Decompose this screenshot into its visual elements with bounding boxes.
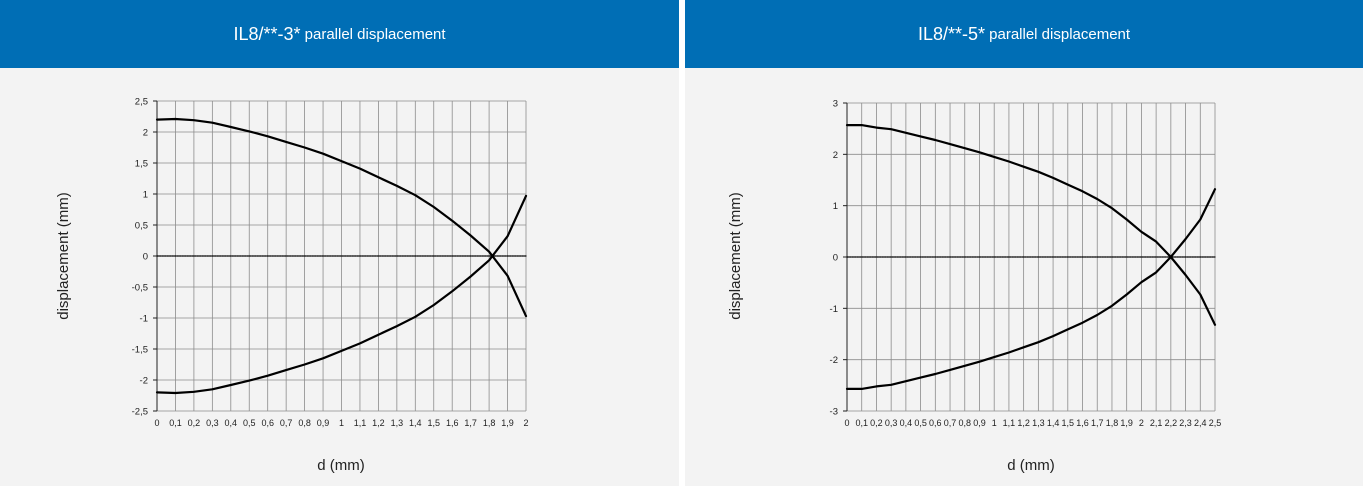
x-tick-label: 2,1 bbox=[1150, 418, 1163, 428]
x-tick-label: 2,4 bbox=[1194, 418, 1207, 428]
y-tick-label: 2,5 bbox=[135, 97, 148, 108]
y-tick-label: -1,5 bbox=[132, 345, 148, 356]
y-tick-label: -3 bbox=[830, 407, 838, 418]
y-tick-label: 0 bbox=[143, 252, 148, 263]
x-tick-label: 1,6 bbox=[446, 418, 459, 428]
x-tick-label: 1,3 bbox=[1032, 418, 1045, 428]
x-tick-label: 0,8 bbox=[959, 418, 972, 428]
displacement-curve-2 bbox=[845, 188, 1217, 390]
x-tick-label: 2,5 bbox=[1209, 418, 1222, 428]
displacement-curve-1 bbox=[155, 117, 528, 318]
x-tick-label: 1,5 bbox=[427, 418, 440, 428]
y-tick-label: -1 bbox=[140, 314, 148, 325]
panel-title-main: IL8/**-5* bbox=[917, 23, 985, 44]
x-tick-label: 0 bbox=[154, 418, 159, 428]
x-tick-label: 0,1 bbox=[169, 418, 182, 428]
chart-panel-left: IL8/**-3* parallel displacement 0 0,1 0,2 0… bbox=[0, 0, 679, 486]
displacement-curve-1 bbox=[845, 123, 1217, 326]
x-tick-label: 1,4 bbox=[409, 418, 422, 428]
x-tick-label: 1,8 bbox=[1106, 418, 1119, 428]
y-tick-label: 1 bbox=[143, 190, 148, 201]
chart-panel-right: IL8/**-5* parallel displacement 0 0,1 0,2 0… bbox=[685, 0, 1363, 486]
x-tick-label: 0,4 bbox=[225, 418, 238, 428]
y-tick-label: -0,5 bbox=[132, 283, 148, 294]
x-tick-label: 1,1 bbox=[1003, 418, 1016, 428]
x-tick-label: 0,3 bbox=[885, 418, 898, 428]
panel-header-right: IL8/**-5* parallel displacement bbox=[685, 0, 1363, 68]
x-tick-label: 0,6 bbox=[929, 418, 942, 428]
x-tick-label: 0,3 bbox=[206, 418, 219, 428]
panel-header-left: IL8/**-3* parallel displacement bbox=[0, 0, 679, 68]
x-tick-label: 1,9 bbox=[1120, 418, 1133, 428]
x-tick-label: 2,3 bbox=[1179, 418, 1192, 428]
displacement-chart-left: 0 0,1 0,2 0,3 0,4 0,5 0,6 0,7 0,8 0,9 1 1,1 1,2 1,3 1,… bbox=[55, 97, 529, 475]
x-tick-label: 1,5 bbox=[1062, 418, 1075, 428]
x-tick-label: 0,2 bbox=[188, 418, 201, 428]
y-tick-label: -2 bbox=[830, 355, 838, 366]
y-tick-label: -1 bbox=[830, 304, 838, 315]
x-tick-label: 1,7 bbox=[1091, 418, 1104, 428]
x-tick-label: 0,9 bbox=[317, 418, 330, 428]
x-tick-label: 1 bbox=[339, 418, 344, 428]
y-tick-label: 3 bbox=[833, 99, 838, 110]
x-tick-label: 0,4 bbox=[900, 418, 913, 428]
y-axis-title: displacement (mm) bbox=[55, 192, 72, 320]
y-tick-label: 2 bbox=[143, 128, 148, 139]
x-tick-label: 0,1 bbox=[855, 418, 868, 428]
panel-title-sub: parallel displacement bbox=[300, 25, 446, 43]
x-tick-label: 1,2 bbox=[1017, 418, 1030, 428]
x-tick-label: 1,6 bbox=[1076, 418, 1089, 428]
x-tick-label: 2 bbox=[1139, 418, 1144, 428]
panel-title-sub: parallel displacement bbox=[984, 25, 1131, 43]
x-tick-label: 2,2 bbox=[1165, 418, 1178, 428]
x-tick-label: 0,6 bbox=[261, 418, 274, 428]
displacement-curve-2 bbox=[155, 194, 528, 395]
y-tick-label: 1 bbox=[833, 201, 838, 212]
x-axis-title: d (mm) bbox=[1007, 457, 1055, 474]
x-tick-label: 0,8 bbox=[298, 418, 311, 428]
x-tick-label: 0 bbox=[844, 418, 849, 428]
y-tick-label: 0,5 bbox=[135, 221, 148, 232]
y-axis-title: displacement (mm) bbox=[727, 192, 744, 320]
x-tick-label: 0,5 bbox=[243, 418, 256, 428]
x-tick-label: 1,2 bbox=[372, 418, 385, 428]
x-tick-label: 2 bbox=[523, 418, 528, 428]
x-tick-label: 1,7 bbox=[464, 418, 477, 428]
x-tick-label: 1,8 bbox=[483, 418, 496, 428]
x-tick-label: 1 bbox=[992, 418, 997, 428]
x-tick-label: 1,3 bbox=[391, 418, 404, 428]
x-tick-label: 0,9 bbox=[973, 418, 986, 428]
x-tick-label: 1,1 bbox=[354, 418, 367, 428]
x-tick-label: 1,4 bbox=[1047, 418, 1060, 428]
displacement-chart-right: 0 0,1 0,2 0,3 0,4 0,5 0,6 0,7 0,8 0,9 1 1,1 1,2 1,3 1,… bbox=[727, 99, 1222, 475]
y-tick-label: 1,5 bbox=[135, 159, 148, 170]
y-tick-label: 2 bbox=[833, 150, 838, 161]
x-tick-label: 1,9 bbox=[501, 418, 514, 428]
x-tick-label: 0,7 bbox=[280, 418, 293, 428]
x-axis-title: d (mm) bbox=[317, 457, 365, 474]
panel-title-main: IL8/**-3* bbox=[233, 23, 301, 44]
y-tick-label: -2 bbox=[140, 376, 148, 387]
x-tick-label: 0,7 bbox=[944, 418, 957, 428]
y-tick-label: -2,5 bbox=[132, 407, 148, 418]
x-tick-label: 0,2 bbox=[870, 418, 883, 428]
y-tick-label: 0 bbox=[833, 253, 838, 264]
x-tick-label: 0,5 bbox=[914, 418, 927, 428]
